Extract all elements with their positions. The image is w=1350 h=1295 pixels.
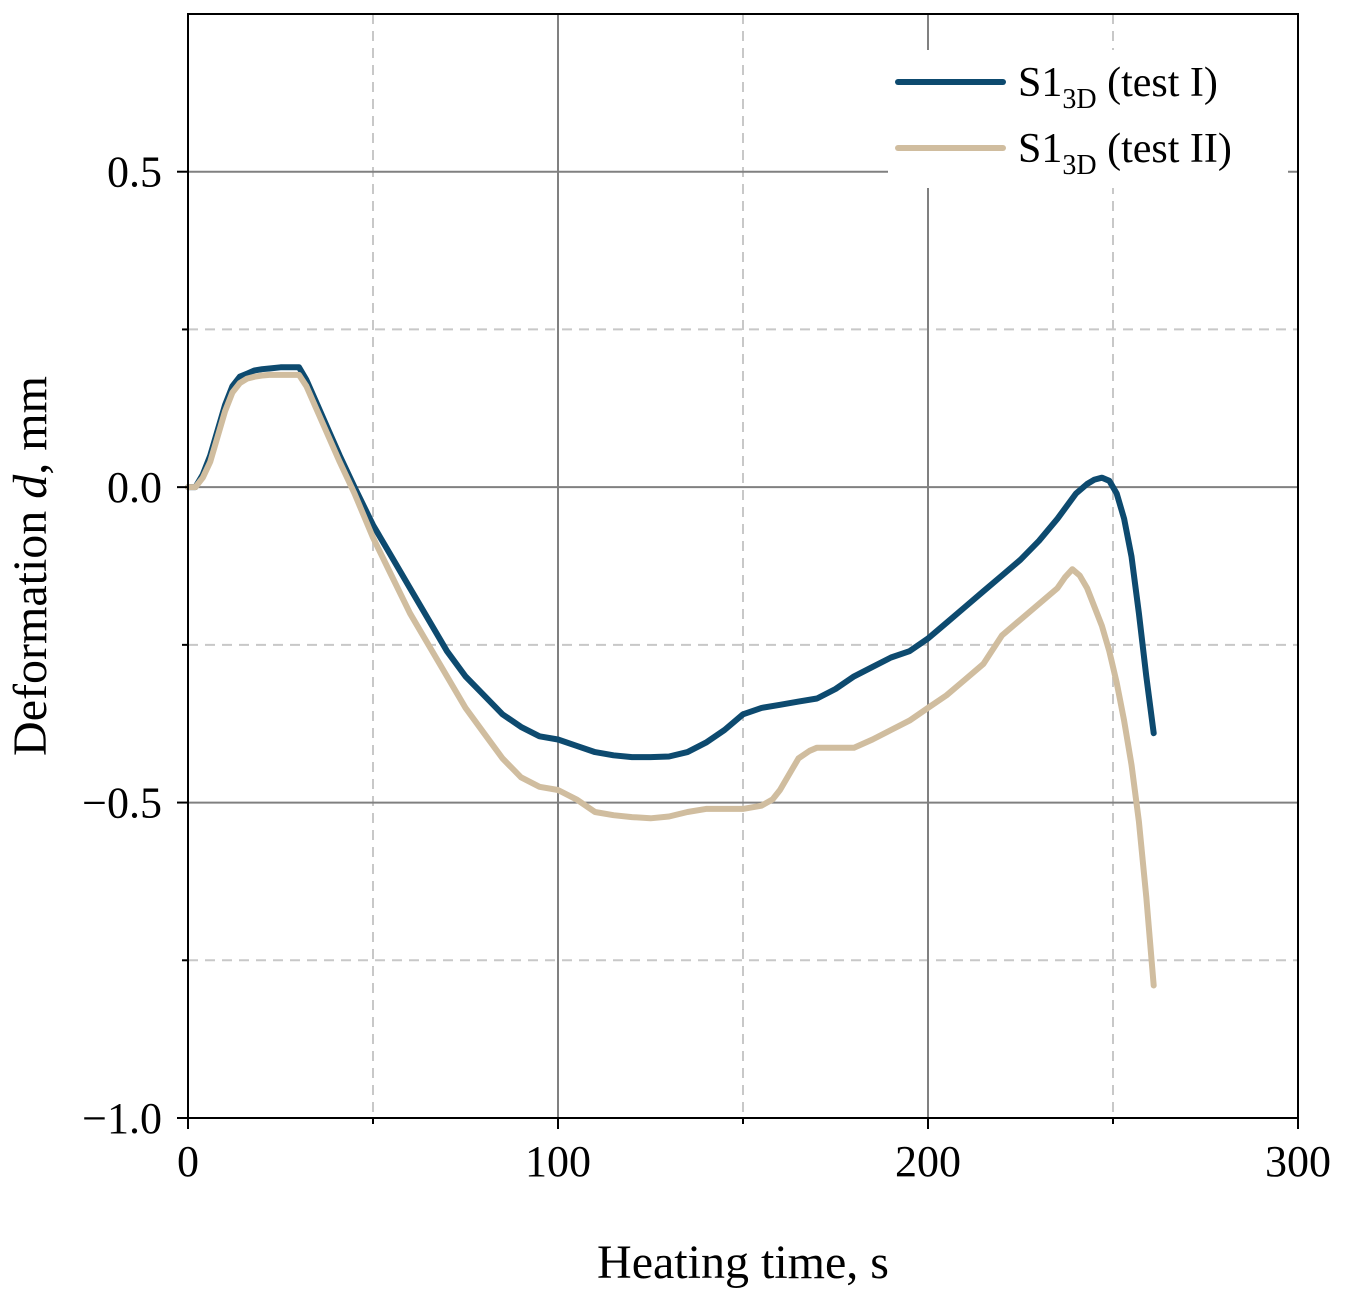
series-line-2 xyxy=(185,371,1157,989)
legend-label-name: S1 xyxy=(1018,126,1062,172)
tick-labels: 0 100 200 300 −1.0 −0.5 0.0 0.5 xyxy=(82,148,1331,1186)
y-tick-label: 0.0 xyxy=(107,463,162,512)
y-tick-label: 0.5 xyxy=(107,148,162,197)
y-axis-title-main: Deformation xyxy=(4,499,57,756)
x-tick-label: 0 xyxy=(177,1137,199,1186)
legend-label-suffix: (test I) xyxy=(1097,60,1218,106)
legend: S13D (test I)S13D (test II) xyxy=(888,50,1288,188)
y-axis-title-symbol: d xyxy=(4,474,57,499)
legend-label-suffix: (test II) xyxy=(1097,126,1232,172)
legend-label-2: S13D (test II) xyxy=(1018,126,1232,181)
legend-label-subscript: 3D xyxy=(1062,150,1096,181)
x-tick-label: 300 xyxy=(1265,1137,1331,1186)
x-tick-label: 100 xyxy=(525,1137,591,1186)
y-axis-title: Deformation d, mm xyxy=(4,376,57,756)
axis-ticks xyxy=(177,170,1299,1129)
legend-label-name: S1 xyxy=(1018,60,1062,106)
series-line-1 xyxy=(185,364,1157,761)
series-lines xyxy=(185,364,1157,989)
y-tick-label: −1.0 xyxy=(82,1094,162,1143)
x-axis-title: Heating time, s xyxy=(597,1236,889,1289)
legend-label-subscript: 3D xyxy=(1062,84,1096,115)
y-tick-label: −0.5 xyxy=(82,779,162,828)
x-tick-label: 200 xyxy=(895,1137,961,1186)
legend-box xyxy=(888,50,1288,188)
y-axis-title-unit: , mm xyxy=(4,376,57,475)
legend-label-1: S13D (test I) xyxy=(1018,60,1218,115)
